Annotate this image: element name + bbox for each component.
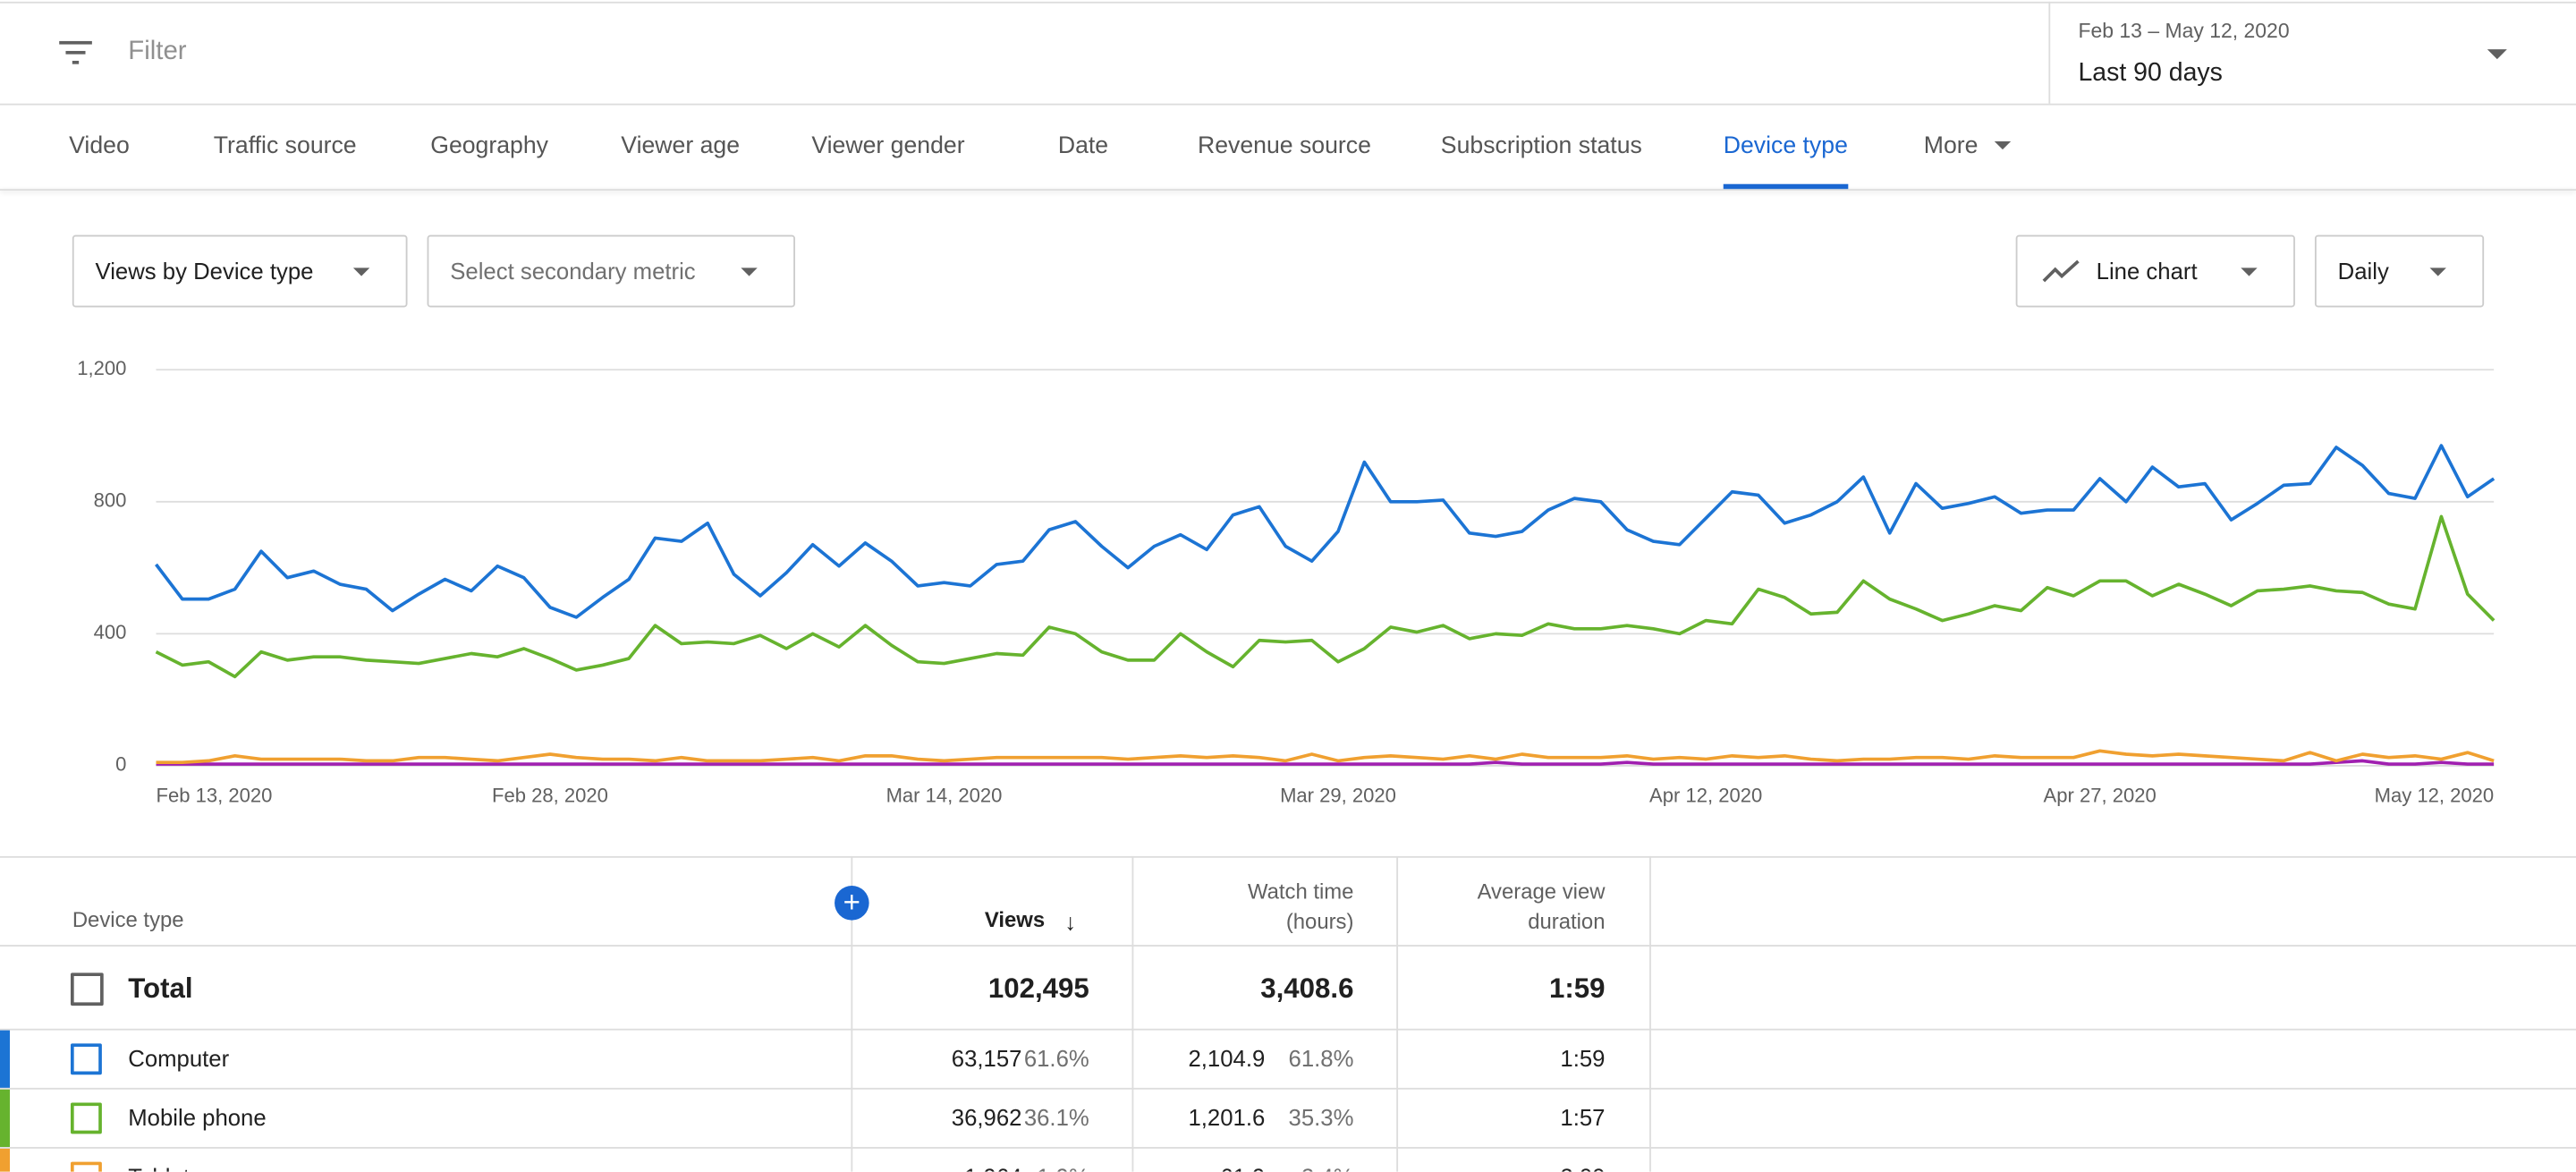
avg: 1:59: [1560, 1045, 1606, 1072]
total-watch: 3,408.6: [1260, 972, 1354, 1005]
dropdown-arrow[interactable]: [1994, 140, 2012, 150]
total-avg: 1:59: [1548, 972, 1606, 1005]
tab[interactable]: Device type: [1723, 132, 1848, 160]
divider: [1649, 855, 1651, 1172]
secondary-metric-select[interactable]: Select secondary metric: [427, 234, 795, 308]
secondary-text: Select secondary metric: [450, 258, 696, 285]
row-label: Mobile phone: [128, 1104, 267, 1131]
total-label: Total: [128, 972, 193, 1005]
chart-type-text: Line chart: [2096, 258, 2198, 285]
chart: 0 400 800 1,200 Feb 13, 2020 Feb 28, 2020 Mar …: [77, 357, 2496, 807]
dropdown-arrow[interactable]: [2486, 47, 2509, 61]
tab[interactable]: Subscription status: [1440, 132, 1642, 160]
y-tick-label: 800: [94, 489, 127, 512]
column-header[interactable]: Average view duration: [1477, 879, 1606, 934]
active-tab-indicator: [1723, 183, 1848, 190]
checkbox[interactable]: [70, 1161, 102, 1172]
checkbox[interactable]: [70, 1102, 102, 1134]
series-line: [155, 444, 2496, 619]
metric-text: Views by Device type: [95, 258, 314, 285]
views-pct: 61.6%: [1023, 1045, 1089, 1072]
line-chart-icon: [2042, 259, 2080, 283]
date-range[interactable]: Feb 13 – May 12, 2020: [2078, 20, 2290, 43]
views: 63,157: [951, 1045, 1022, 1072]
dropdown-arrow: [2241, 268, 2258, 276]
watch-pct: 61.8%: [1288, 1045, 1354, 1072]
watch-pct: 35.3%: [1288, 1104, 1354, 1131]
views: 1,964: [964, 1163, 1021, 1171]
avg: 1:57: [1560, 1104, 1606, 1131]
x-tick-label: Mar 29, 2020: [1280, 785, 1396, 807]
views-pct: 36.1%: [1023, 1104, 1089, 1131]
x-tick-label: Apr 27, 2020: [2044, 785, 2157, 807]
series-line: [155, 514, 2496, 679]
sort-arrow[interactable]: ↓: [1064, 908, 1077, 936]
watch-pct: 2.4%: [1301, 1163, 1354, 1171]
checkbox[interactable]: [70, 1043, 102, 1075]
tab[interactable]: Viewer gender: [811, 132, 965, 160]
row-label: Computer: [128, 1045, 230, 1072]
series-line: [156, 759, 2495, 766]
chart-type-select[interactable]: Line chart: [2015, 234, 2295, 308]
tab[interactable]: Viewer age: [621, 132, 741, 160]
filter-input[interactable]: Filter: [128, 38, 187, 66]
date-preset[interactable]: Last 90 days: [2078, 59, 2223, 88]
views-pct: 1.9%: [1037, 1163, 1089, 1171]
watch: 1,201.6: [1188, 1104, 1266, 1131]
divider: [0, 1028, 2576, 1031]
column-header: Device type: [72, 906, 184, 932]
tab[interactable]: Revenue source: [1197, 132, 1371, 160]
divider: [851, 855, 853, 1172]
x-tick-label: Feb 28, 2020: [492, 785, 608, 807]
tab[interactable]: Geography: [430, 132, 549, 160]
checkbox[interactable]: [70, 972, 104, 1006]
x-tick-label: Mar 14, 2020: [886, 785, 1003, 807]
divider: [0, 1147, 2576, 1149]
views: 36,962: [951, 1104, 1022, 1131]
column-header[interactable]: Watch time (hours): [1247, 879, 1354, 934]
dropdown-arrow: [741, 268, 758, 276]
divider: [0, 945, 2576, 947]
dropdown-arrow: [352, 268, 370, 276]
column-header[interactable]: Views: [984, 906, 1046, 932]
watch: 61.9: [1220, 1163, 1265, 1171]
divider: [0, 1087, 2576, 1090]
divider: [0, 1, 2576, 4]
tab[interactable]: Traffic source: [213, 132, 357, 160]
interval-select[interactable]: Daily: [2314, 234, 2485, 308]
add-column-button[interactable]: +: [835, 885, 869, 921]
row-color-bar: [0, 1030, 11, 1088]
row-color-bar: [0, 1148, 11, 1172]
y-tick-label: 1,200: [77, 357, 126, 379]
dropdown-arrow: [2429, 268, 2446, 276]
divider: [0, 855, 2576, 858]
y-tick-label: 0: [115, 753, 126, 776]
x-tick-label: Feb 13, 2020: [156, 785, 272, 807]
total-views: 102,495: [987, 972, 1089, 1005]
row-color-bar: [0, 1089, 11, 1148]
x-tick-label: Apr 12, 2020: [1649, 785, 1762, 807]
divider: [0, 189, 2576, 191]
divider: [2048, 1, 2051, 104]
filter-icon[interactable]: [59, 39, 95, 65]
series-line: [156, 749, 2495, 765]
watch: 2,104.9: [1188, 1045, 1266, 1072]
y-tick-label: 400: [94, 621, 127, 643]
divider: [0, 103, 2576, 106]
divider: [1396, 855, 1399, 1172]
row-label: Tablet: [128, 1163, 190, 1171]
interval-text: Daily: [2337, 258, 2389, 285]
divider: [1131, 855, 1134, 1172]
tab[interactable]: Date: [1057, 132, 1109, 160]
tab[interactable]: More: [1923, 132, 1979, 160]
avg: 2:00: [1560, 1163, 1605, 1171]
x-tick-label: May 12, 2020: [2375, 785, 2495, 807]
tab[interactable]: Video: [69, 132, 130, 160]
metric-select[interactable]: Views by Device type: [72, 234, 408, 308]
